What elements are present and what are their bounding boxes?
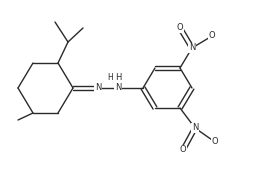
Text: N: N	[115, 83, 121, 92]
Text: N: N	[95, 83, 101, 92]
Text: N: N	[189, 43, 195, 53]
Text: O: O	[212, 138, 218, 147]
Text: N: N	[192, 124, 198, 132]
Text: H: H	[115, 74, 121, 82]
Text: O: O	[177, 23, 183, 32]
Text: H: H	[107, 74, 113, 82]
Text: O: O	[180, 146, 186, 154]
Text: O: O	[209, 31, 215, 41]
